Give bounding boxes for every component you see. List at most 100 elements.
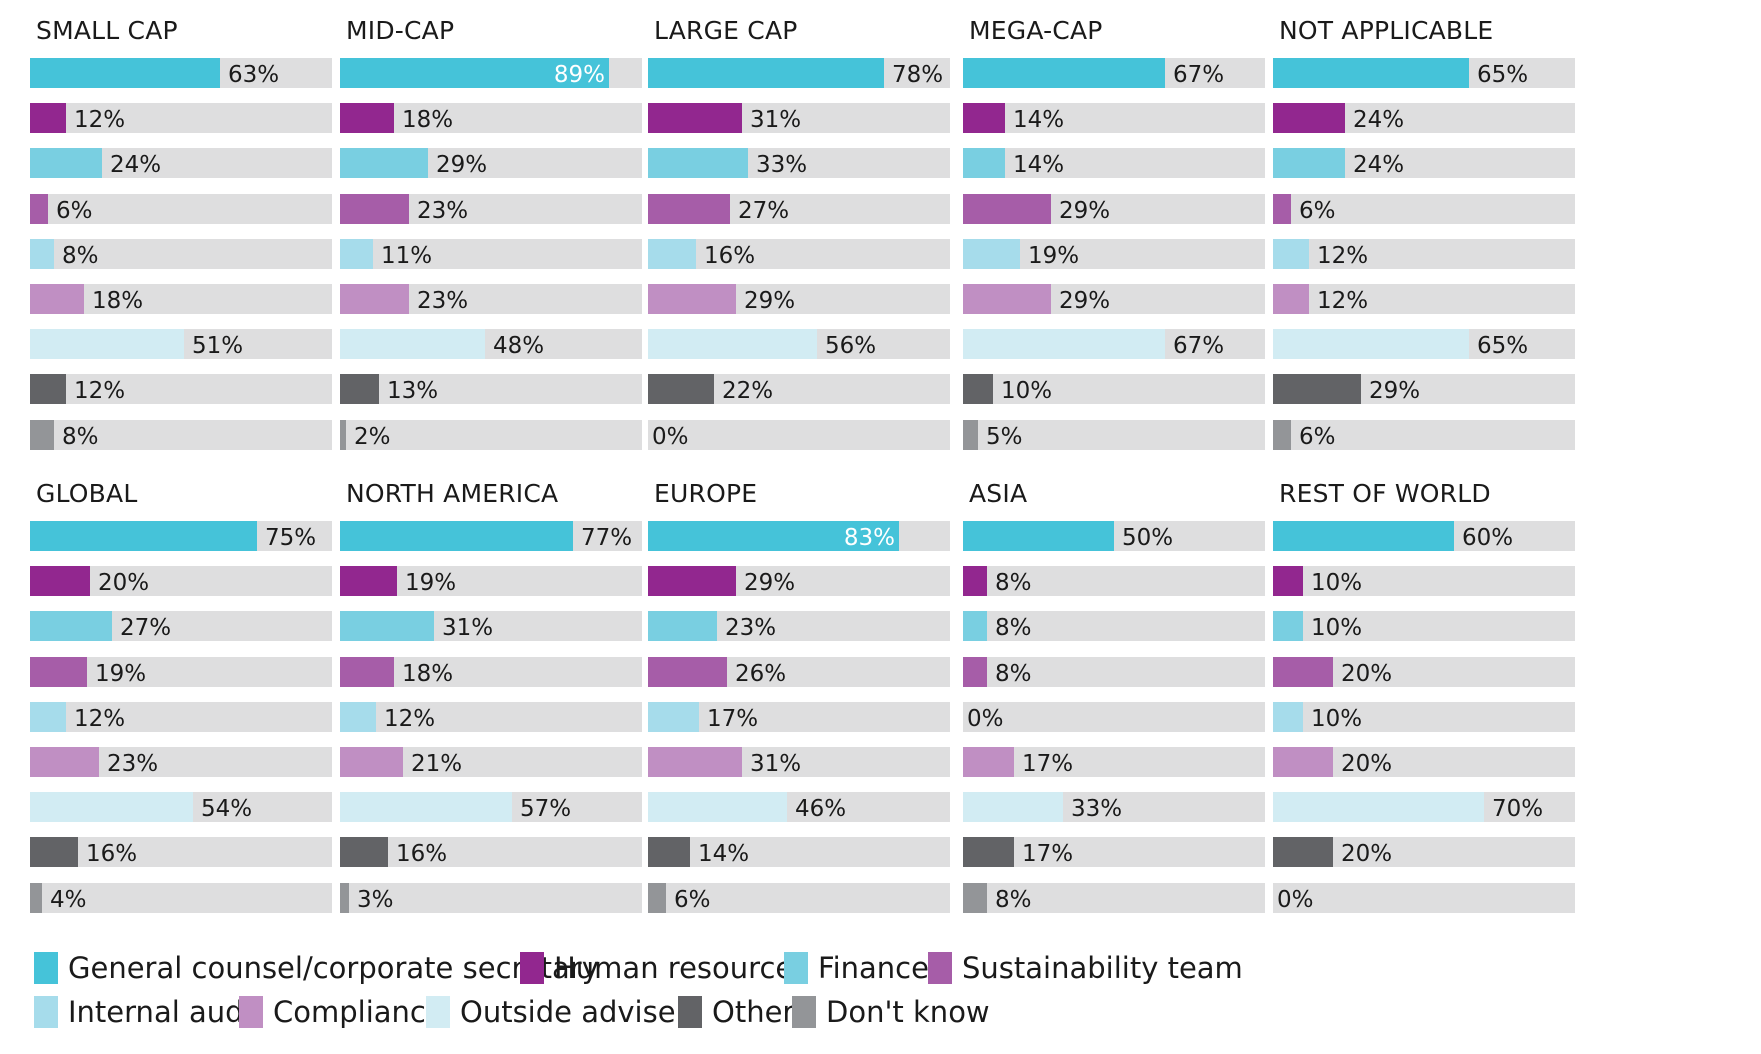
bar-value-label: 70% (1492, 796, 1544, 822)
bar-track (1273, 194, 1575, 224)
bar-row-don-t-know: 4% (30, 883, 332, 913)
bar (340, 792, 512, 822)
legend-label: Outside advisers (460, 995, 703, 1029)
bar-row-other: 22% (648, 374, 950, 404)
bar-row-sustainability-team: 29% (963, 194, 1265, 224)
bar (30, 374, 66, 404)
legend-label: Compliance (273, 995, 444, 1029)
bar-value-label: 51% (192, 333, 244, 359)
bar-row-finance: 8% (963, 611, 1265, 641)
bar-row-general-counsel-corporate-secretary: 65% (1273, 58, 1575, 88)
bar (340, 103, 394, 133)
bar-row-compliance: 31% (648, 747, 950, 777)
bar (963, 239, 1020, 269)
bar (1273, 521, 1454, 551)
bar (30, 611, 112, 641)
bar (963, 103, 1005, 133)
bar-row-outside-advisers: 54% (30, 792, 332, 822)
bar-track (340, 837, 642, 867)
bar-value-label: 83% (843, 525, 895, 551)
bar-track (1273, 611, 1575, 641)
legend-swatch (792, 996, 816, 1028)
bar-row-other: 13% (340, 374, 642, 404)
bar (340, 702, 376, 732)
bar (340, 194, 409, 224)
bar-value-label: 6% (56, 198, 93, 224)
bar-track (340, 239, 642, 269)
bar-row-don-t-know: 5% (963, 420, 1265, 450)
bar-row-sustainability-team: 23% (340, 194, 642, 224)
bar-row-other: 29% (1273, 374, 1575, 404)
bar-track (30, 194, 332, 224)
bar-value-label: 63% (228, 62, 280, 88)
bar-row-don-t-know: 6% (648, 883, 950, 913)
bar (963, 657, 987, 687)
bar-value-label: 29% (744, 570, 796, 596)
bar (30, 837, 78, 867)
bar-value-label: 16% (86, 841, 138, 867)
bar (340, 329, 485, 359)
bar-value-label: 33% (756, 152, 808, 178)
bar-value-label: 12% (1317, 243, 1369, 269)
bar-row-internal-audit: 12% (340, 702, 642, 732)
bar-value-label: 27% (120, 615, 172, 641)
bar-value-label: 6% (674, 887, 711, 913)
bar-track (1273, 239, 1575, 269)
bar-row-sustainability-team: 8% (963, 657, 1265, 687)
bar-row-sustainability-team: 19% (30, 657, 332, 687)
bar (648, 883, 666, 913)
bar-value-label: 14% (698, 841, 750, 867)
bar-track (963, 702, 1265, 732)
bar-track (648, 837, 950, 867)
bar-value-label: 24% (1353, 107, 1405, 133)
bar-track (1273, 566, 1575, 596)
legend-swatch (784, 952, 808, 984)
bar (30, 883, 42, 913)
bar (963, 194, 1051, 224)
bar-row-other: 14% (648, 837, 950, 867)
bar-row-sustainability-team: 6% (30, 194, 332, 224)
bar-value-label: 16% (704, 243, 756, 269)
bar-value-label: 12% (384, 706, 436, 732)
bar-track (963, 657, 1265, 687)
bar-value-label: 20% (1341, 841, 1393, 867)
bar-value-label: 31% (750, 751, 802, 777)
bar (963, 58, 1165, 88)
legend-swatch (928, 952, 952, 984)
bar-row-finance: 10% (1273, 611, 1575, 641)
bar-row-general-counsel-corporate-secretary: 63% (30, 58, 332, 88)
bar (1273, 837, 1333, 867)
bar-track (340, 702, 642, 732)
bar-row-don-t-know: 0% (648, 420, 950, 450)
bar-row-general-counsel-corporate-secretary: 77% (340, 521, 642, 551)
bar (963, 329, 1165, 359)
bar-value-label: 17% (707, 706, 759, 732)
bar-row-other: 12% (30, 374, 332, 404)
bar-value-label: 31% (750, 107, 802, 133)
bar-row-don-t-know: 2% (340, 420, 642, 450)
bar-value-label: 14% (1013, 152, 1065, 178)
bar (963, 747, 1014, 777)
bar-row-human-resources: 19% (340, 566, 642, 596)
bar-value-label: 8% (995, 661, 1032, 687)
bar (30, 329, 184, 359)
bar-value-label: 6% (1299, 198, 1336, 224)
bar-track (963, 566, 1265, 596)
bar (963, 521, 1114, 551)
bar-row-compliance: 20% (1273, 747, 1575, 777)
bar-row-sustainability-team: 18% (340, 657, 642, 687)
bar (1273, 611, 1303, 641)
bar-value-label: 17% (1022, 751, 1074, 777)
bar-row-sustainability-team: 6% (1273, 194, 1575, 224)
bar (1273, 329, 1469, 359)
bar-track (1273, 284, 1575, 314)
bar (648, 611, 717, 641)
bar-value-label: 60% (1462, 525, 1514, 551)
bar-track (340, 420, 642, 450)
bar (30, 239, 54, 269)
bar-value-label: 23% (107, 751, 159, 777)
bar-value-label: 23% (417, 198, 469, 224)
bar-value-label: 33% (1071, 796, 1123, 822)
bar (340, 374, 379, 404)
bar-row-don-t-know: 0% (1273, 883, 1575, 913)
